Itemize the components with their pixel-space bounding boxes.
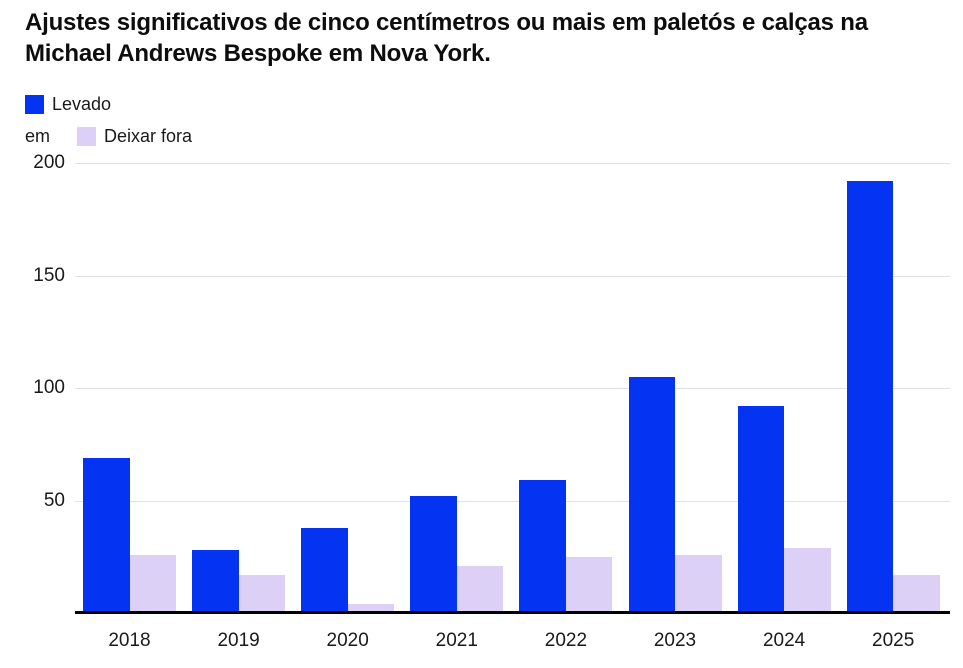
y-tick-label-200: 200 — [33, 152, 65, 173]
bar-levado-2019 — [192, 550, 239, 613]
x-tick-label-2024: 2024 — [762, 630, 806, 651]
legend-swatch-deixar-fora — [77, 126, 97, 146]
bar-deixar-fora-2024 — [784, 547, 831, 614]
x-tick-label-2022: 2022 — [544, 630, 588, 651]
bar-deixar-fora-2022 — [565, 556, 613, 614]
legend-label-levado-line1: Levado — [52, 93, 112, 114]
x-tick-label-2025: 2025 — [872, 630, 915, 651]
legend-row-2: em Deixar fora — [25, 126, 192, 146]
bar-levado-2020 — [301, 527, 348, 613]
bar-deixar-fora-2023 — [675, 554, 722, 613]
bar-deixar-fora-2020 — [347, 604, 395, 613]
bar-deixar-fora-2018 — [129, 554, 176, 613]
x-tick-label-2021: 2021 — [435, 630, 478, 651]
y-tick-label-50: 50 — [43, 489, 65, 511]
legend-label-deixar-fora: Deixar fora — [104, 125, 193, 146]
grid-line-100 — [75, 388, 950, 389]
bar-levado-2022 — [519, 480, 566, 614]
grid-line-150 — [75, 275, 950, 277]
grid-line-200 — [75, 163, 950, 164]
grid-line-50 — [75, 500, 950, 502]
x-tick-label-2019: 2019 — [217, 630, 260, 651]
legend-swatch-levado — [25, 94, 44, 114]
bar-levado-2018 — [83, 457, 130, 614]
bar-deixar-fora-2021 — [456, 565, 504, 614]
legend-label-levado-line2: em — [25, 125, 51, 146]
chart-title: Ajustes significativos de cinco centímet… — [25, 9, 868, 67]
x-tick-label-2018: 2018 — [108, 630, 151, 651]
bar-deixar-fora-2019 — [238, 574, 286, 614]
x-axis-line — [75, 611, 950, 614]
bar-levado-2023 — [628, 376, 675, 614]
bar-deixar-fora-2025 — [893, 574, 940, 614]
x-tick-label-2020: 2020 — [326, 630, 369, 651]
legend-row-1: Levado — [25, 94, 111, 114]
bar-levado-2025 — [846, 181, 894, 613]
x-tick-label-2023: 2023 — [653, 630, 697, 651]
bar-levado-2021 — [410, 496, 457, 613]
y-tick-label-100: 100 — [33, 377, 65, 398]
bar-levado-2024 — [737, 406, 785, 613]
y-tick-label-150: 150 — [33, 264, 65, 286]
